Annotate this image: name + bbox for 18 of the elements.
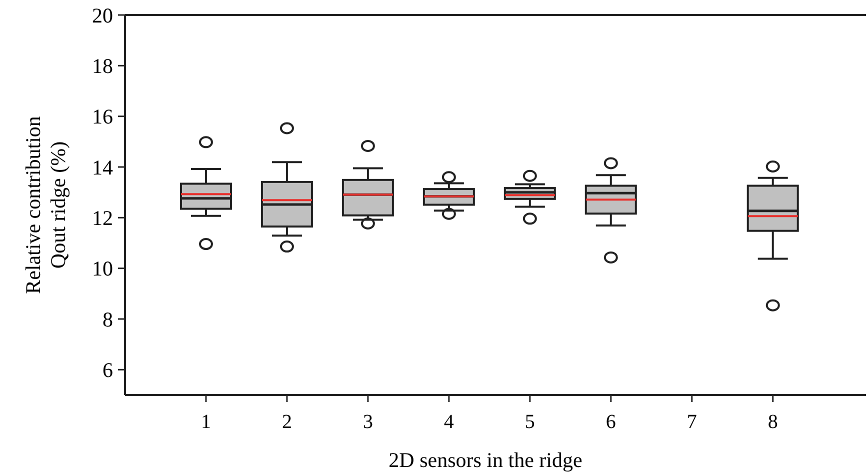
- x-tick-label: 6: [606, 411, 616, 433]
- y-tick-label: 14: [92, 155, 114, 180]
- y-axis-title: Relative contribution Qout ridge (%): [21, 116, 70, 294]
- x-tick-label: 8: [768, 411, 778, 433]
- x-tick-label: 7: [686, 411, 697, 433]
- y-tick-label: 20: [92, 3, 113, 28]
- y-tick-label: 12: [92, 206, 113, 230]
- y-tick-label: 10: [92, 256, 113, 281]
- x-tick-label: 5: [524, 411, 535, 433]
- x-axis-title: 2D sensors in the ridge: [388, 448, 582, 472]
- x-tick-label: 4: [444, 411, 454, 433]
- y-tick-label: 8: [102, 307, 113, 332]
- y-tick-label: 6: [102, 358, 113, 382]
- y-tick-label: 16: [92, 104, 113, 129]
- x-tick-label: 3: [362, 411, 373, 433]
- y-tick-label: 18: [92, 54, 113, 78]
- x-tick-label: 1: [200, 411, 211, 433]
- x-tick-label: 2: [282, 411, 292, 433]
